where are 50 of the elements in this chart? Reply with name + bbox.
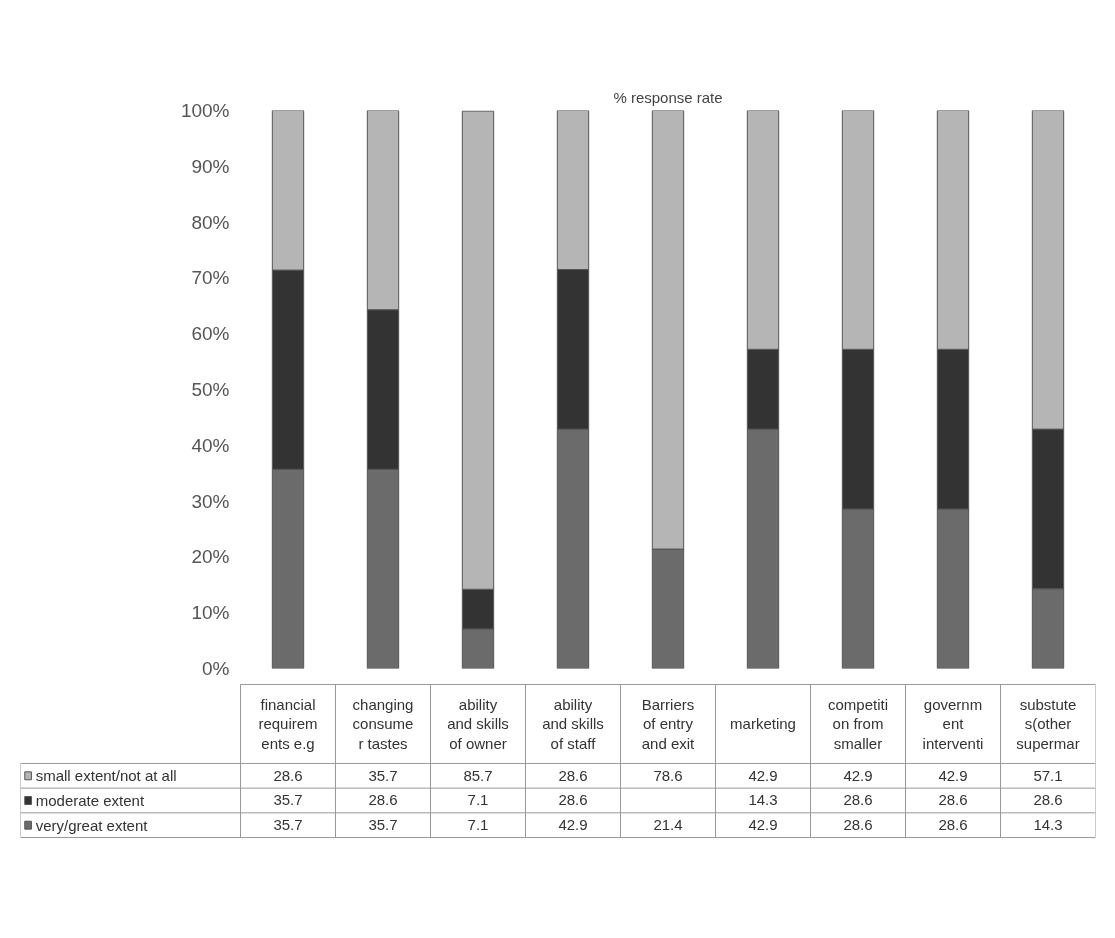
data-label: 85.7 — [463, 766, 493, 784]
data-label: 28.6 — [273, 766, 303, 784]
data-label: 7.1 — [467, 816, 489, 834]
data-label: 28.6 — [1033, 791, 1063, 809]
data-label: 14.3 — [1033, 816, 1063, 834]
y-tick-label: 50% — [191, 379, 230, 400]
data-label: 28.6 — [938, 816, 968, 834]
x-tick-label: ability and skills of owner — [447, 695, 509, 753]
y-tick-label: 10% — [191, 602, 230, 624]
data-label: 28.6 — [558, 791, 588, 809]
x-tick-label: marketing — [730, 715, 796, 733]
y-tick-label: 20% — [191, 546, 230, 568]
chart-title: % response rate — [613, 88, 723, 106]
legend-label: small extent/not at all — [35, 767, 177, 785]
data-label: 14.3 — [748, 791, 778, 809]
data-label: 42.9 — [843, 766, 873, 784]
data-label: 28.6 — [843, 816, 873, 834]
data-label: 35.7 — [273, 791, 303, 809]
data-label: 35.7 — [368, 766, 398, 784]
legend-label: moderate extent — [35, 792, 145, 809]
legend-label: very/great extent — [35, 816, 149, 834]
y-tick-label: 70% — [191, 267, 230, 289]
data-label: 28.6 — [368, 791, 398, 809]
y-tick-label: 80% — [191, 211, 230, 233]
y-tick-label: 100% — [180, 100, 230, 121]
data-label: 42.9 — [558, 816, 588, 834]
data-label: 42.9 — [748, 816, 778, 834]
x-tick-label: changing consume r tastes — [352, 695, 414, 753]
data-label: 35.7 — [273, 816, 303, 834]
y-tick-label: 0% — [202, 658, 230, 679]
y-tick-label: 60% — [191, 323, 230, 345]
y-tick-label: 40% — [191, 434, 230, 456]
data-label: 28.6 — [938, 791, 968, 809]
data-label: 42.9 — [938, 766, 968, 784]
data-label: 42.9 — [748, 766, 778, 784]
data-label: 78.6 — [653, 766, 683, 784]
x-tick-label: governm ent interventi — [922, 695, 984, 753]
y-tick-label: 90% — [191, 155, 230, 177]
x-tick-label: financial requirem ents e.g — [258, 695, 318, 753]
data-label: 57.1 — [1033, 766, 1063, 784]
data-label: 21.4 — [653, 816, 683, 834]
data-label: 28.6 — [843, 791, 873, 809]
data-label: 35.7 — [368, 816, 398, 834]
data-label: 28.6 — [558, 766, 588, 784]
x-tick-label: Barriers of entry and exit — [641, 695, 696, 753]
x-tick-label: ability and skills of staff — [542, 695, 604, 753]
data-label: 7.1 — [467, 791, 489, 809]
x-tick-label: competiti on from smaller — [827, 695, 889, 753]
y-tick-label: 30% — [191, 490, 230, 512]
x-tick-label: substute s(other supermar — [1016, 695, 1080, 753]
